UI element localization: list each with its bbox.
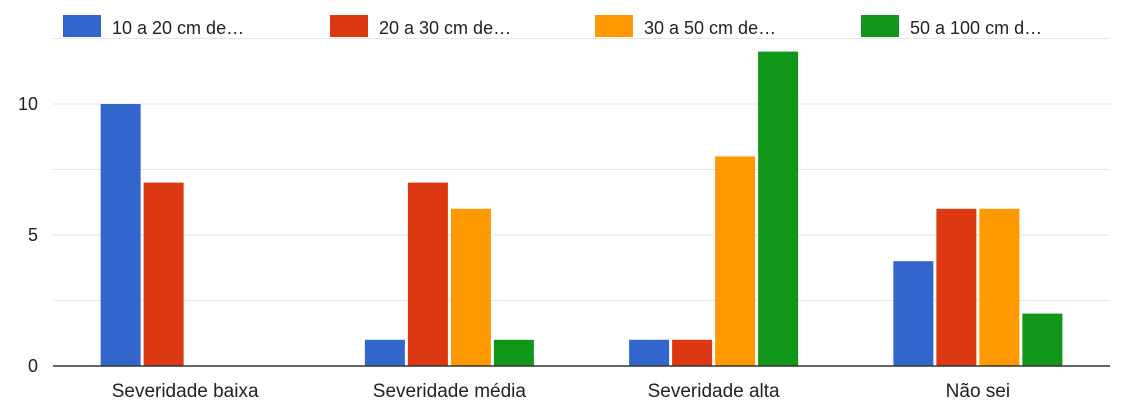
x-category-label: Severidade alta: [648, 381, 780, 402]
bar: [672, 340, 712, 366]
y-axis-ticks: 0 5 10: [18, 94, 38, 376]
x-category-label: Não sei: [946, 381, 1010, 402]
bar: [365, 340, 405, 366]
legend-swatch: [595, 15, 633, 37]
bar: [936, 209, 976, 366]
legend-swatch: [63, 15, 101, 37]
y-tick-label: 5: [28, 225, 38, 245]
bar: [1022, 314, 1062, 366]
bar: [715, 156, 755, 366]
legend-label: 20 a 30 cm de…: [379, 18, 511, 38]
bars: [101, 52, 1063, 366]
legend-label: 10 a 20 cm de…: [112, 18, 244, 38]
x-axis-categories: Severidade baixa Severidade média Severida…: [112, 381, 1010, 402]
x-category-label: Severidade média: [373, 381, 527, 402]
legend-label: 30 a 50 cm de…: [644, 18, 776, 38]
bar: [629, 340, 669, 366]
legend-swatch: [330, 15, 368, 37]
bar: [893, 261, 933, 366]
bar: [494, 340, 534, 366]
y-tick-label: 10: [18, 94, 38, 114]
bar: [408, 183, 448, 366]
legend: 10 a 20 cm de… 20 a 30 cm de… 30 a 50 cm d…: [63, 15, 1042, 38]
bar: [758, 52, 798, 366]
y-tick-label: 0: [28, 356, 38, 376]
bar: [101, 104, 141, 366]
legend-label: 50 a 100 cm d…: [910, 18, 1042, 38]
bar: [979, 209, 1019, 366]
legend-swatch: [861, 15, 899, 37]
x-category-label: Severidade baixa: [112, 381, 259, 402]
bar: [451, 209, 491, 366]
bar: [144, 183, 184, 366]
